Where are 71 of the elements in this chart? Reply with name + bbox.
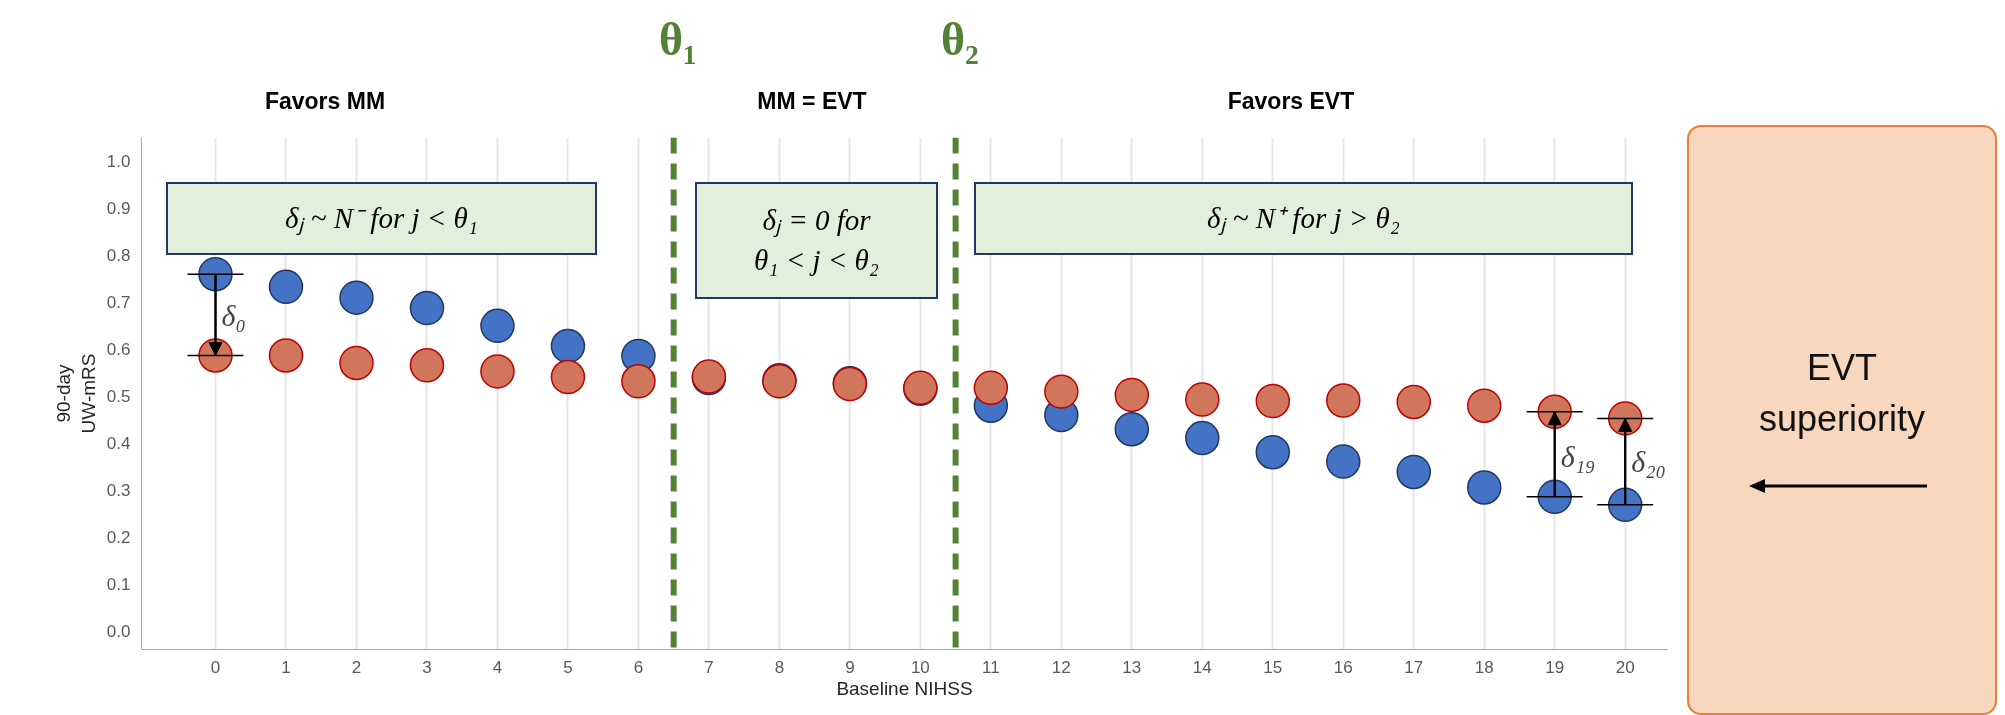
point xyxy=(1255,435,1291,470)
point xyxy=(1185,382,1220,417)
point xyxy=(1466,388,1502,423)
x-tick-label: 6 xyxy=(633,657,644,677)
point xyxy=(268,338,304,373)
y-tick-label: 0.1 xyxy=(106,574,131,594)
point xyxy=(1326,383,1361,418)
point xyxy=(409,290,445,326)
point xyxy=(1466,470,1502,505)
y-tick-label: 0.9 xyxy=(106,198,131,218)
point xyxy=(480,354,515,389)
annotation: δ₁₉ xyxy=(1560,440,1596,474)
point xyxy=(1114,411,1150,447)
point xyxy=(621,364,656,399)
text: MM = EVT xyxy=(756,87,868,116)
y-tick-label: 0.0 xyxy=(106,621,131,641)
point xyxy=(1396,454,1431,490)
x-tick-label: 4 xyxy=(492,657,503,677)
y-tick-label: 0.6 xyxy=(106,339,131,359)
text-box: δⱼ = 0 for θ₁ < j < θ₂ xyxy=(695,182,938,299)
x-tick-label: 8 xyxy=(774,657,785,677)
point xyxy=(550,328,586,364)
x-tick-label: 12 xyxy=(1051,657,1071,677)
point xyxy=(268,269,304,305)
ref-line-label: θ₂ xyxy=(940,13,980,67)
point xyxy=(1044,374,1079,409)
y-tick-label: 0.7 xyxy=(106,292,131,312)
x-tick-label: 2 xyxy=(351,657,362,677)
ref-line-label: θ₁ xyxy=(658,13,698,67)
x-tick-label: 19 xyxy=(1545,657,1565,677)
point xyxy=(1185,420,1220,456)
x-tick-label: 0 xyxy=(210,657,221,677)
text: EVT superiority xyxy=(1758,345,1926,441)
y-tick-label: 0.8 xyxy=(106,245,131,265)
text-box: δⱼ ~ N⁺ for j > θ₂ xyxy=(974,182,1633,255)
point xyxy=(480,308,515,344)
point xyxy=(550,359,586,395)
x-tick-label: 15 xyxy=(1263,657,1283,677)
x-tick-label: 13 xyxy=(1122,657,1142,677)
point xyxy=(339,345,374,381)
point xyxy=(1114,377,1150,413)
point xyxy=(973,370,1009,406)
point xyxy=(339,280,374,315)
y-tick-label: 0.4 xyxy=(106,433,131,453)
point xyxy=(1396,384,1431,420)
x-tick-label: 14 xyxy=(1192,657,1212,677)
x-tick-label: 7 xyxy=(704,657,714,677)
x-tick-label: 20 xyxy=(1615,657,1635,677)
x-tick-label: 9 xyxy=(845,657,855,677)
y-tick-label: 0.2 xyxy=(106,527,131,547)
x-axis-title: Baseline NIHSS xyxy=(836,677,973,699)
annotation: δ₂₀ xyxy=(1631,445,1667,479)
x-tick-label: 11 xyxy=(982,657,1000,677)
y-tick-label: 0.5 xyxy=(106,386,131,406)
x-tick-label: 5 xyxy=(563,657,573,677)
x-tick-label: 3 xyxy=(422,657,432,677)
point xyxy=(1255,383,1291,419)
point xyxy=(1326,444,1361,479)
y-tick-label: 0.3 xyxy=(106,480,131,500)
text-box: δⱼ ~ N⁻ for j < θ₁ xyxy=(166,182,597,255)
y-axis-title: 90-day UW-mRS xyxy=(52,353,99,434)
annotation: δ₀ xyxy=(221,299,246,333)
text: Favors MM xyxy=(263,87,387,116)
x-tick-label: 18 xyxy=(1474,657,1494,677)
x-tick-label: 10 xyxy=(910,657,930,677)
y-tick-label: 1.0 xyxy=(106,151,131,171)
point xyxy=(409,348,445,383)
x-tick-label: 17 xyxy=(1404,657,1424,677)
text: Favors EVT xyxy=(1226,87,1356,116)
x-tick-label: 16 xyxy=(1333,657,1353,677)
x-tick-label: 1 xyxy=(281,657,291,677)
